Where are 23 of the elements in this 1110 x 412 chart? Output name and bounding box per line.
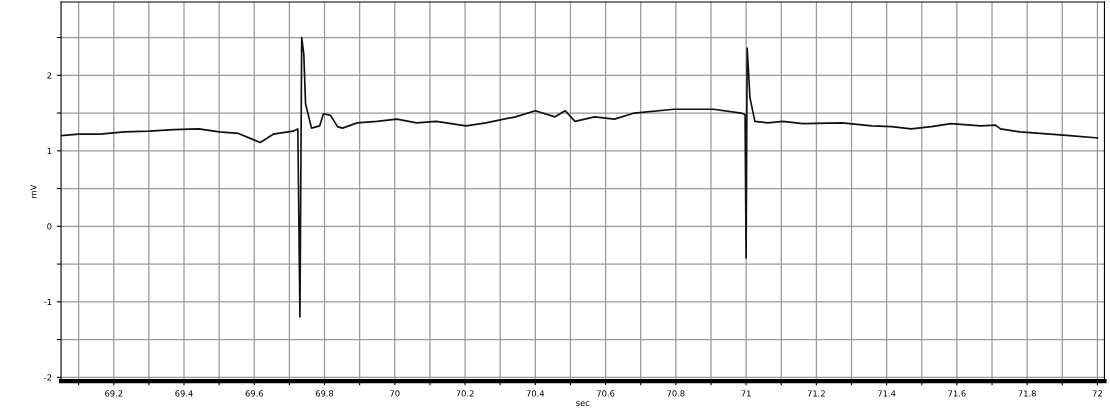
x-tick-label: 69.8 [315,390,334,397]
x-tick-label: 70.8 [667,390,685,397]
x-tick-label: 71.8 [1018,390,1036,397]
y-tick-label: 2 [47,72,52,79]
y-tick-label: -1 [44,298,52,305]
x-axis-title: sec [576,401,590,407]
x-tick-label: 71.6 [948,390,966,397]
x-tick-label: 71.2 [807,390,825,397]
y-tick-label: -2 [44,374,52,381]
x-tick-label: 69.2 [105,390,123,397]
x-tick-label: 70 [390,390,400,397]
y-tick-label: 1 [47,147,52,154]
y-tick-label: 0 [47,223,52,230]
x-tick-label: 69.4 [175,390,193,397]
x-tick-label: 72 [1092,390,1102,397]
x-tick-label: 70.4 [526,390,545,397]
x-tick-label: 71 [741,390,751,397]
x-tick-label: 69.6 [245,390,264,397]
line-series [61,36,1099,318]
x-tick-label: 71.4 [878,390,896,397]
x-tick-label: 70.6 [596,390,615,397]
y-axis-title: mV [30,184,37,198]
x-tick-label: 70.2 [456,390,474,397]
